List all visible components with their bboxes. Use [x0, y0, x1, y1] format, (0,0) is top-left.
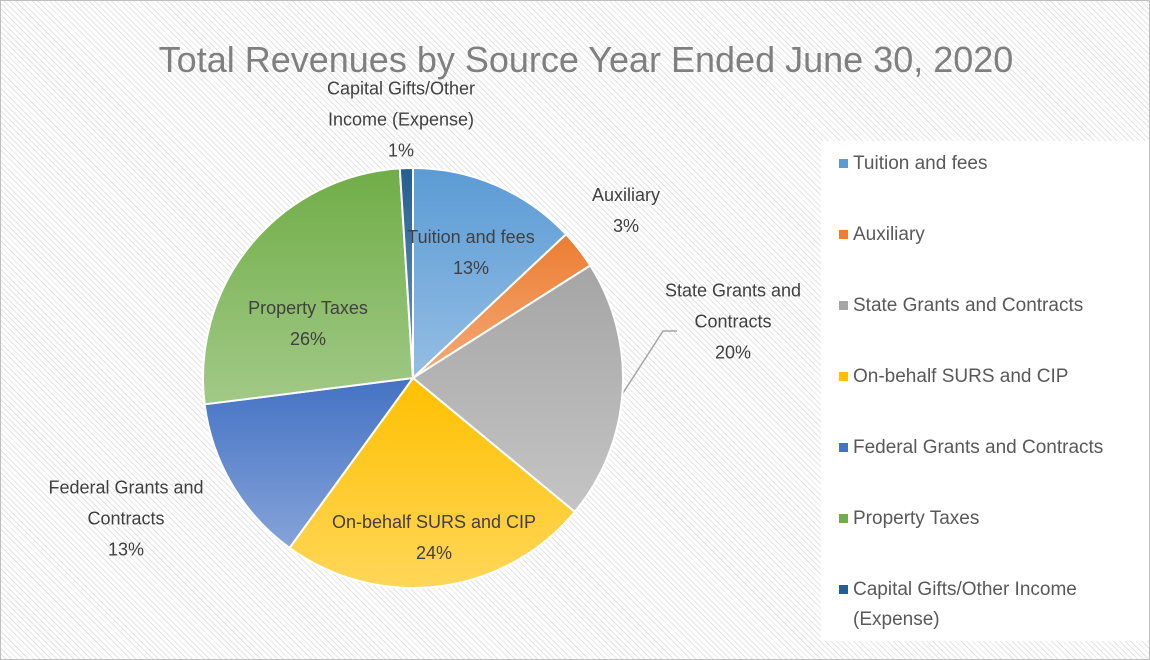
legend-swatch — [839, 301, 848, 310]
legend-entry: Tuition and fees — [839, 149, 1139, 179]
data-label-name: On-behalf SURS and CIP — [331, 512, 537, 532]
data-label: Auxiliary 3% — [576, 180, 676, 242]
slice-shading — [203, 168, 413, 405]
data-label-name: Capital Gifts/Other Income (Expense) — [326, 78, 476, 130]
data-label-name: Property Taxes — [248, 298, 368, 318]
legend-label: Auxiliary — [853, 224, 925, 245]
data-label-name: Auxiliary — [591, 185, 661, 205]
data-label-name: State Grants and Contracts — [664, 280, 802, 332]
data-label-name: Tuition and fees — [407, 227, 535, 247]
data-label: Capital Gifts/Other Income (Expense) 1% — [296, 74, 506, 167]
legend-label: Property Taxes — [853, 508, 980, 529]
data-label: Tuition and fees 13% — [406, 222, 536, 284]
legend-entry: Property Taxes — [839, 504, 1139, 534]
slice-shading — [413, 265, 624, 512]
data-label-value: 1% — [387, 140, 414, 161]
legend-swatch — [839, 372, 848, 381]
data-label: On-behalf SURS and CIP 24% — [324, 507, 544, 569]
legend-entry: Auxiliary — [839, 220, 1139, 250]
data-label-value: 13% — [107, 539, 145, 560]
data-label: Federal Grants and Contracts 13% — [21, 473, 231, 566]
legend-entry: On-behalf SURS and CIP — [839, 362, 1139, 392]
slice-shading — [413, 234, 591, 378]
legend-swatch — [839, 443, 848, 452]
legend-label: Tuition and fees — [853, 153, 988, 174]
slice-shading — [289, 378, 575, 589]
data-label-value: 20% — [714, 342, 752, 363]
legend-swatch — [839, 514, 848, 523]
legend-label: Capital Gifts/Other Income (Expense) — [853, 579, 1077, 630]
data-label-value: 3% — [612, 216, 639, 236]
legend: Tuition and fees Auxiliary State Grants an… — [821, 141, 1149, 641]
data-label-value: 13% — [452, 258, 490, 278]
legend-entry: Federal Grants and Contracts — [839, 433, 1139, 463]
legend-entry: State Grants and Contracts — [839, 291, 1139, 321]
legend-label: Federal Grants and Contracts — [853, 437, 1104, 458]
legend-entry: Capital Gifts/Other Income (Expense) — [839, 575, 1139, 635]
slice-shading — [399, 168, 413, 378]
data-label: Property Taxes 26% — [228, 293, 388, 355]
slice-shading — [413, 168, 567, 378]
legend-swatch — [839, 159, 848, 168]
data-label-value: 24% — [415, 543, 453, 563]
legend-label: State Grants and Contracts — [853, 295, 1084, 316]
slice-shading — [204, 378, 413, 548]
data-label-value: 26% — [289, 329, 327, 349]
leader-line — [622, 330, 677, 394]
chart-title: Total Revenues by Source Year Ended June… — [158, 39, 1014, 80]
legend-swatch — [839, 585, 848, 594]
data-label-name: Federal Grants and Contracts — [48, 477, 204, 529]
legend-label: On-behalf SURS and CIP — [853, 366, 1069, 387]
data-label: State Grants and Contracts 20% — [643, 276, 823, 369]
legend-swatch — [839, 230, 848, 239]
